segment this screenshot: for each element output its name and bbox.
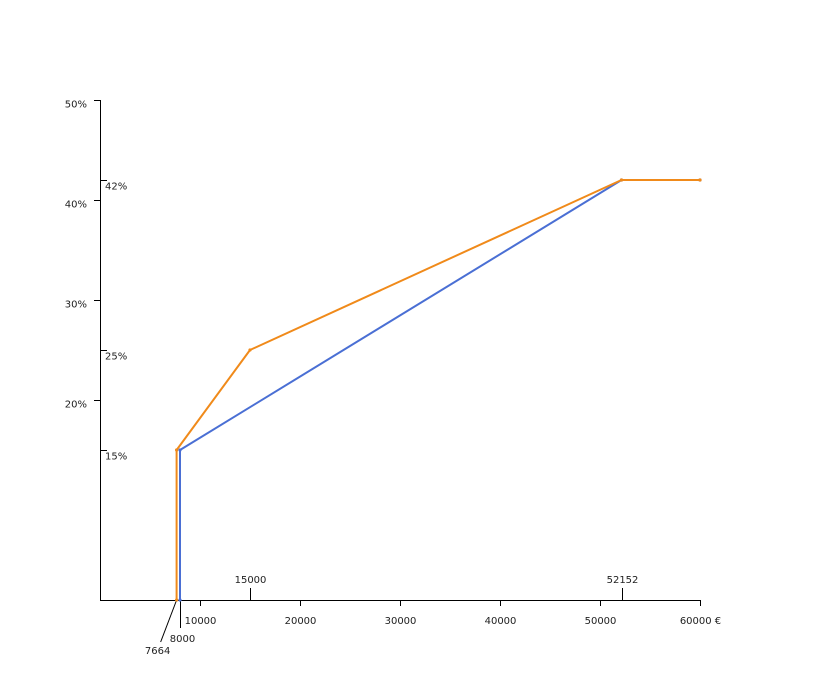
- y-tick-label: 50%: [65, 100, 87, 111]
- x-mark-leader: [160, 599, 178, 643]
- x-tick-label: 20000: [285, 616, 317, 627]
- y-mark-label: 25%: [105, 352, 127, 363]
- series-2-point: [248, 348, 252, 352]
- x-tick-label: 60000 €: [680, 616, 721, 627]
- ticks: 10000 20000 30000 40000 50000 60000 € 20% 30% 40…: [65, 100, 721, 628]
- x-tick-label: 10000: [185, 616, 217, 627]
- x-mark-label: 7664: [145, 646, 170, 657]
- series-2-point: [698, 178, 702, 182]
- x-tick-label: 50000: [585, 616, 617, 627]
- series-2-point: [175, 598, 179, 602]
- series-line-1: [179, 179, 700, 600]
- y-tick-label: 40%: [65, 200, 87, 211]
- series-1-point: [178, 448, 182, 452]
- series: [175, 178, 702, 602]
- x-mark-label: 15000: [235, 575, 267, 586]
- y-tick-label: 30%: [65, 300, 87, 311]
- x-tick-label: 30000: [385, 616, 417, 627]
- series-2-point: [175, 448, 179, 452]
- series-1-point: [178, 598, 182, 602]
- series-line-2: [175, 179, 700, 600]
- x-mark-label: 8000: [170, 634, 195, 645]
- y-mark-label: 42%: [105, 182, 127, 193]
- series-2-point: [619, 178, 624, 182]
- y-mark-label: 15%: [105, 452, 127, 463]
- y-tick-label: 20%: [65, 400, 87, 411]
- x-mark-label: 52152: [607, 575, 639, 586]
- x-tick-label: 40000: [485, 616, 517, 627]
